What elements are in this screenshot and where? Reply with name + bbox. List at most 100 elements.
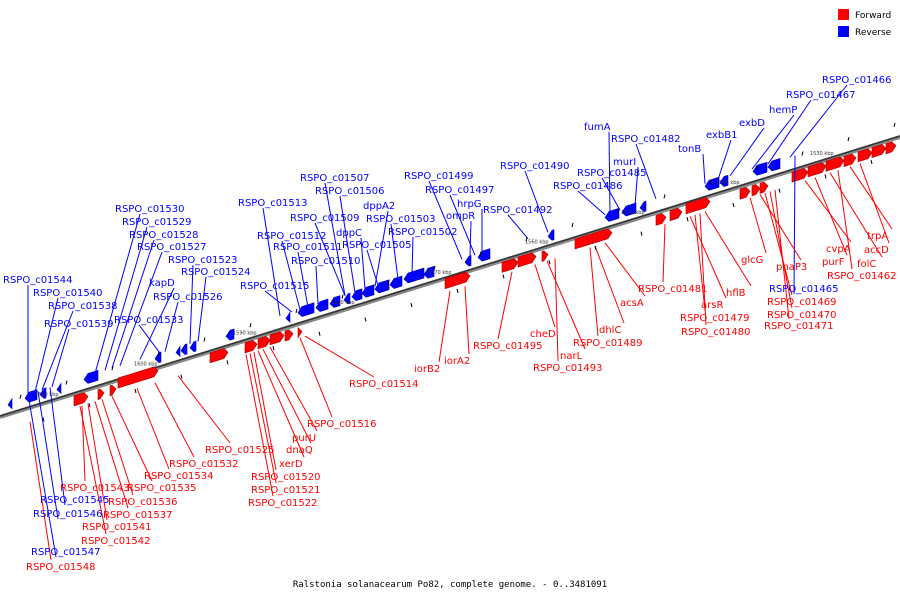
gene-label[interactable]: RSPO_c01522 [248, 498, 318, 509]
gene-label[interactable]: RSPO_c01545 [40, 495, 110, 506]
reverse-gene-block[interactable] [83, 369, 99, 384]
gene-label[interactable]: RSPO_c01541 [82, 522, 152, 533]
gene-label[interactable]: RSPO_c01548 [26, 562, 96, 573]
gene-label[interactable]: RSPO_c01529 [122, 217, 192, 228]
gene-label[interactable]: RSPO_c01497 [425, 185, 495, 196]
forward-gene-block[interactable] [517, 252, 537, 268]
forward-gene-block[interactable] [885, 141, 897, 155]
forward-gene-block[interactable] [117, 366, 159, 389]
gene-label[interactable]: dnaQ [286, 445, 313, 456]
reverse-gene-block[interactable] [374, 279, 390, 294]
reverse-gene-block[interactable] [39, 387, 47, 399]
gene-label[interactable]: dppA2 [363, 201, 395, 212]
reverse-gene-block[interactable] [403, 267, 425, 284]
forward-gene-block[interactable] [843, 153, 857, 167]
gene-label[interactable]: RSPO_c01479 [680, 313, 750, 324]
forward-gene-block[interactable] [655, 213, 667, 226]
gene-label[interactable]: RSPO_c01481 [638, 284, 708, 295]
gene-label[interactable]: hemP [769, 105, 797, 116]
gene-label[interactable]: RSPO_c01465 [769, 284, 839, 295]
gene-label[interactable]: hflB [726, 288, 746, 299]
gene-label[interactable]: RSPO_c01510 [291, 256, 361, 267]
forward-gene-block[interactable] [871, 144, 887, 158]
gene-label[interactable]: RSPO_c01547 [31, 547, 101, 558]
reverse-gene-block[interactable] [175, 345, 181, 358]
gene-label[interactable]: RSPO_c01492 [483, 205, 553, 216]
gene-label[interactable]: RSPO_c01489 [573, 338, 643, 349]
reverse-gene-block[interactable] [639, 200, 647, 213]
gene-label[interactable]: fumA [584, 122, 611, 133]
gene-label[interactable]: exbD [739, 118, 765, 129]
reverse-gene-block[interactable] [56, 382, 62, 395]
reverse-gene-block[interactable] [389, 275, 403, 289]
gene-label[interactable]: tonB [678, 144, 701, 155]
reverse-gene-block[interactable] [297, 302, 315, 317]
reverse-gene-block[interactable] [329, 295, 341, 308]
gene-label[interactable]: RSPO_c01540 [33, 288, 103, 299]
gene-label[interactable]: RSPO_c01514 [349, 379, 419, 390]
gene-label[interactable]: RSPO_c01523 [168, 255, 238, 266]
reverse-gene-block[interactable] [704, 176, 720, 191]
reverse-gene-block[interactable] [315, 298, 329, 312]
gene-label[interactable]: folC [857, 259, 876, 270]
gene-label[interactable]: RSPO_c01538 [48, 301, 118, 312]
gene-label[interactable]: RSPO_c01528 [129, 230, 199, 241]
forward-gene-block[interactable] [825, 156, 845, 172]
reverse-gene-block[interactable] [189, 340, 197, 353]
reverse-gene-block[interactable] [604, 207, 620, 222]
gene-label[interactable]: phaP3 [776, 262, 807, 273]
gene-label[interactable]: dhlC [599, 325, 621, 336]
gene-label[interactable]: purF [822, 257, 845, 268]
reverse-gene-block[interactable] [464, 255, 472, 267]
gene-label[interactable]: RSPO_c01512 [257, 231, 327, 242]
gene-label[interactable]: arsR [701, 300, 723, 311]
forward-gene-block[interactable] [791, 168, 809, 183]
gene-label[interactable]: RSPO_c01527 [137, 242, 207, 253]
gene-label[interactable]: RSPO_c01543 [60, 483, 130, 494]
forward-gene-block[interactable] [857, 148, 873, 163]
gene-label[interactable]: RSPO_c01462 [827, 271, 897, 282]
forward-gene-block[interactable] [591, 228, 613, 245]
forward-gene-block[interactable] [685, 197, 711, 215]
gene-label[interactable]: RSPO_c01526 [153, 292, 223, 303]
forward-gene-block[interactable] [257, 336, 271, 350]
gene-label[interactable]: cheD [530, 329, 556, 340]
gene-label[interactable]: RSPO_c01533 [114, 315, 184, 326]
gene-label[interactable]: RSPO_c01521 [251, 485, 321, 496]
gene-label[interactable]: ompR [446, 211, 475, 222]
gene-label[interactable]: narL [560, 351, 583, 362]
gene-label[interactable]: RSPO_c01515 [240, 281, 310, 292]
forward-gene-block[interactable] [284, 329, 294, 342]
gene-label[interactable]: RSPO_c01482 [611, 134, 681, 145]
forward-gene-block[interactable] [297, 326, 303, 339]
gene-label[interactable]: RSPO_c01520 [251, 472, 321, 483]
gene-label[interactable]: RSPO_c01530 [115, 204, 185, 215]
gene-label[interactable]: RSPO_c01471 [764, 321, 834, 332]
forward-gene-block[interactable] [501, 258, 519, 273]
forward-gene-block[interactable] [109, 384, 117, 397]
gene-label[interactable]: cvpA [826, 244, 851, 255]
reverse-gene-block[interactable] [225, 328, 235, 341]
gene-label[interactable]: accD [864, 245, 889, 256]
reverse-gene-block[interactable] [621, 202, 637, 217]
gene-label[interactable]: trpA [867, 231, 888, 242]
forward-gene-block[interactable] [759, 181, 769, 194]
gene-label[interactable]: RSPO_c01502 [388, 227, 458, 238]
gene-label[interactable]: RSPO_c01509 [290, 213, 360, 224]
gene-label[interactable]: RSPO_c01544 [3, 275, 73, 286]
reverse-gene-block[interactable] [547, 229, 555, 241]
gene-label[interactable]: RSPO_c01469 [767, 297, 837, 308]
reverse-gene-block[interactable] [351, 288, 363, 302]
gene-label[interactable]: RSPO_c01511 [273, 242, 343, 253]
reverse-gene-block[interactable] [719, 174, 729, 187]
gene-label[interactable]: RSPO_c01513 [238, 198, 308, 209]
gene-label[interactable]: exbB1 [706, 130, 737, 141]
forward-gene-block[interactable] [807, 162, 827, 178]
gene-label[interactable]: RSPO_c01525 [205, 445, 275, 456]
gene-label[interactable]: hrpG [457, 199, 482, 210]
gene-label[interactable]: RSPO_c01535 [127, 483, 197, 494]
gene-label[interactable]: RSPO_c01536 [108, 497, 178, 508]
gene-label[interactable]: RSPO_c01480 [681, 327, 751, 338]
gene-label[interactable]: RSPO_c01470 [767, 310, 837, 321]
gene-label[interactable]: xerD [279, 459, 303, 470]
